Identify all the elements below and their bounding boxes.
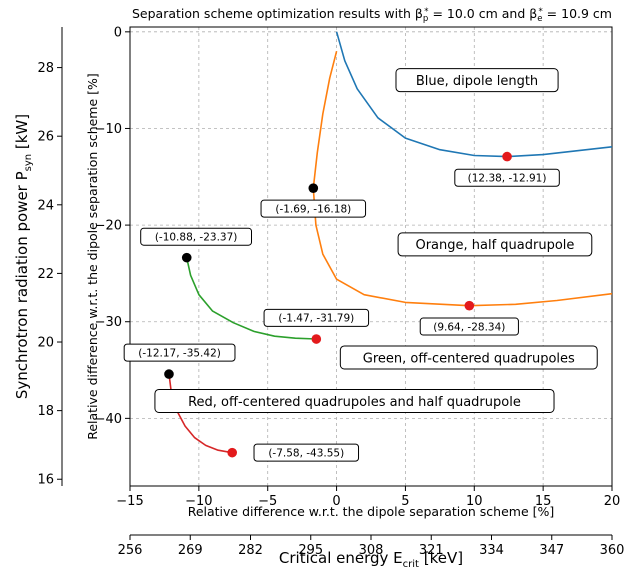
y-tick-label: −40 [95,412,122,427]
secondary-y-axis-label: Synchrotron radiation power Psyn [kW] [13,114,34,399]
point-marker [227,447,237,458]
secondary-x-tick-label: 347 [539,543,564,558]
secondary-y-tick-label: 16 [37,473,54,488]
annotation-label: (-10.88, -23.37) [155,231,238,243]
annotation-label: (-12.17, -35.42) [138,347,221,359]
grid [130,27,612,486]
markers [164,151,512,458]
series-line [335,31,613,158]
series-line [312,51,613,307]
series-label: Red, off-centered quadrupoles and half q… [188,395,521,410]
annotation-label: (-7.58, -43.55) [268,447,344,459]
annotation-box [263,308,370,327]
axes: −15 −10 −5 0 5 10 15 20 0 −10 −20 −30 −40 256 269 282 29… [37,25,624,558]
annotation-box [253,443,360,462]
series-label-box [397,232,593,257]
x-tick-label: −5 [258,494,277,509]
series-line [168,373,233,454]
y-tick-label: 0 [114,25,122,40]
series [168,31,613,454]
secondary-y-tick-label: 22 [37,267,54,282]
annotation-box [140,227,253,246]
secondary-x-tick-label: 360 [600,543,625,558]
secondary-y-tick-label: 24 [37,198,54,213]
series-line [185,257,317,340]
annotation-box [454,168,560,187]
annotation-label: (12.38, -12.91) [468,173,547,185]
x-tick-label: 15 [535,494,552,509]
y-axis-label: Relative difference w.r.t. the dipole se… [85,73,100,440]
series-label-box [339,345,598,370]
series-labels: Blue, dipole length Orange, half quadrupo… [154,68,598,413]
point-marker [464,300,475,311]
x-tick-label: 10 [466,494,483,509]
secondary-x-tick-label: 321 [419,543,444,558]
chart-title: Separation scheme optimization results w… [132,6,612,24]
secondary-x-axis-label: Critical energy Ecrit [keV] [279,549,463,570]
y-tick-label: −10 [95,122,122,137]
point-marker [502,151,512,162]
plot-frame [129,26,613,487]
secondary-x-tick-label: 295 [298,543,323,558]
series-label: Orange, half quadrupole [415,238,574,253]
chart-text: Relative difference w.r.t. the dipole se… [13,6,612,570]
x-tick-label: 0 [332,494,340,509]
annotation-box [419,317,519,336]
secondary-y-tick-label: 20 [37,336,54,351]
annotation-box [123,343,236,362]
series-label-box [154,388,555,413]
annotation-label: (-1.47, -31.79) [278,313,354,325]
secondary-x-tick-label: 269 [178,543,203,558]
annotation-label: (9.64, -28.34) [433,321,505,333]
series-label: Blue, dipole length [416,74,538,89]
secondary-y-tick-label: 18 [37,404,54,419]
annotation-box [260,199,367,218]
secondary-x-tick-label: 282 [238,543,263,558]
y-tick-label: −20 [95,219,122,234]
secondary-x-tick-label: 256 [118,543,143,558]
x-tick-label: −15 [116,494,143,509]
point-marker [181,252,192,263]
y-tick-label: −30 [95,315,122,330]
point-marker [164,369,174,379]
series-label: Green, off-centered quadrupoles [363,351,575,366]
point-marker [308,183,319,193]
secondary-y-tick-label: 28 [37,61,54,76]
x-tick-label: 5 [401,494,409,509]
x-tick-label: 20 [604,494,621,509]
x-tick-label: −10 [185,494,212,509]
secondary-x-tick-label: 334 [479,543,504,558]
point-marker [311,334,322,344]
annotations: (12.38, -12.91) (-1.69, -16.18) (9.64, -28… [123,168,560,462]
x-axis-label: Relative difference w.r.t. the dipole se… [188,504,555,519]
secondary-y-tick-label: 26 [37,130,54,145]
secondary-x-tick-label: 308 [359,543,384,558]
series-label-box [395,68,559,93]
annotation-label: (-1.69, -16.18) [275,203,351,215]
